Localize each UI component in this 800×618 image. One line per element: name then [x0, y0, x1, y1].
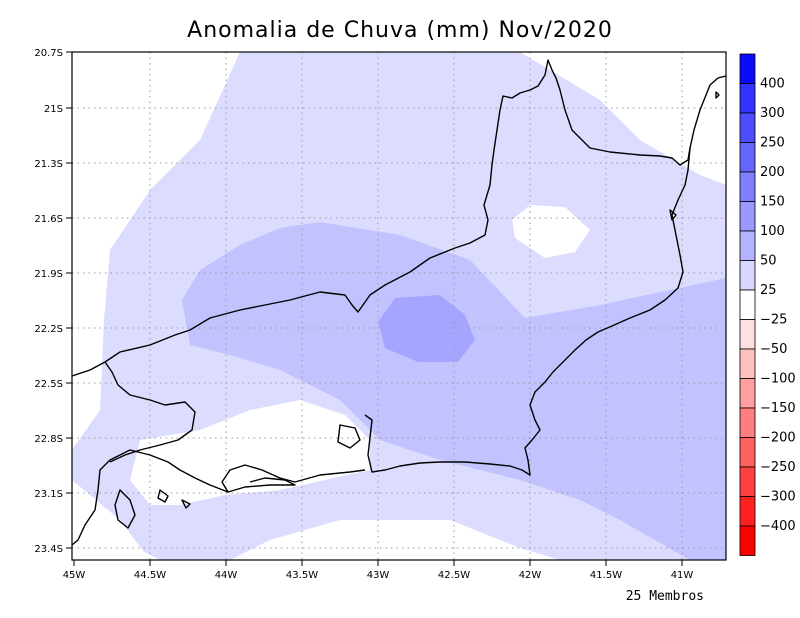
lon-tick-label: 41.5W	[590, 570, 622, 581]
lat-tick-label: 23.1S	[34, 489, 63, 500]
colorbar-label: 200	[760, 165, 785, 180]
colorbar-label: −25	[760, 313, 787, 328]
colorbar-label: 250	[760, 136, 785, 151]
colorbar-label: 50	[760, 254, 777, 269]
lon-tick-label: 44W	[215, 570, 238, 581]
lat-tick-label: 20.7S	[34, 48, 63, 59]
colorbar-swatch	[739, 201, 756, 232]
map-title: Anomalia de Chuva (mm) Nov/2020	[187, 18, 613, 43]
latitude-axis: 20.7S 21S 21.3S 21.6S 21.9S 22.2S 22.5S 22.8S 23…	[34, 48, 72, 555]
coast-es	[364, 147, 691, 476]
anomaly-gap-coast	[130, 400, 370, 505]
colorbar-label: 400	[760, 77, 785, 92]
colorbar-label: 25	[760, 283, 777, 298]
colorbar: 400 300 250 200 150 100 50 25 −25 −50 −100 −150 −200…	[739, 53, 796, 556]
colorbar-swatch	[739, 112, 756, 143]
colorbar-label: 100	[760, 224, 785, 239]
lon-tick-label: 41W	[671, 570, 694, 581]
island-small-a	[157, 489, 169, 503]
lat-tick-label: 21.6S	[34, 214, 63, 225]
colorbar-label: −250	[760, 460, 796, 475]
colorbar-label: −50	[760, 342, 787, 357]
lon-tick-label: 43.5W	[286, 570, 318, 581]
colorbar-swatch	[739, 407, 756, 438]
colorbar-label: −200	[760, 431, 796, 446]
colorbar-swatch	[739, 378, 756, 409]
coast-bay	[227, 477, 296, 493]
border-sp	[104, 361, 196, 463]
island-north	[715, 91, 720, 99]
colorbar-label: 300	[760, 106, 785, 121]
map-frame	[71, 51, 727, 561]
lat-tick-label: 22.8S	[34, 434, 63, 445]
lat-tick-label: 21S	[44, 104, 63, 115]
lat-tick-label: 22.2S	[34, 324, 63, 335]
lon-tick-label: 42.5W	[438, 570, 470, 581]
colorbar-label: −150	[760, 401, 796, 416]
colorbar-swatch	[739, 53, 756, 84]
anomaly-region-100-150	[378, 295, 475, 362]
colorbar-label: −400	[760, 519, 796, 534]
anomaly-gap-east	[512, 205, 590, 258]
lon-tick-label: 44.5W	[134, 570, 166, 581]
colorbar-label: −100	[760, 372, 796, 387]
colorbar-swatch	[739, 437, 756, 468]
colorbar-swatch	[739, 348, 756, 379]
colorbar-swatch	[739, 230, 756, 261]
island-guanabara	[337, 424, 361, 449]
colorbar-swatch	[739, 142, 756, 173]
colorbar-swatch	[739, 171, 756, 202]
island-atafona	[669, 209, 677, 221]
lon-tick-label: 42W	[519, 570, 542, 581]
colorbar-label: 150	[760, 195, 785, 210]
lat-tick-label: 22.5S	[34, 379, 63, 390]
colorbar-label: −300	[760, 490, 796, 505]
ensemble-members-label: 25 Membros	[625, 589, 704, 604]
colorbar-swatch	[739, 319, 756, 350]
colorbar-swatch	[739, 260, 756, 291]
lat-tick-label: 21.3S	[34, 159, 63, 170]
grid-lines	[72, 52, 726, 560]
lon-tick-label: 45W	[63, 570, 86, 581]
colorbar-swatch	[739, 466, 756, 497]
colorbar-swatch	[739, 289, 756, 320]
border-mg-rj	[72, 59, 726, 377]
colorbar-swatch	[739, 83, 756, 114]
longitude-axis: 45W 44.5W 44W 43.5W 43W 42.5W 42W 41.5W 41W	[63, 560, 694, 581]
colorbar-swatch	[739, 525, 756, 556]
lat-tick-label: 21.9S	[34, 269, 63, 280]
colorbar-swatch	[739, 496, 756, 527]
lat-tick-label: 23.4S	[34, 544, 63, 555]
anomaly-region-50-100	[182, 222, 726, 560]
island-ilha-grande	[114, 489, 136, 529]
lon-tick-label: 43W	[367, 570, 390, 581]
state-borders	[72, 59, 726, 546]
island-small-b	[181, 499, 191, 509]
